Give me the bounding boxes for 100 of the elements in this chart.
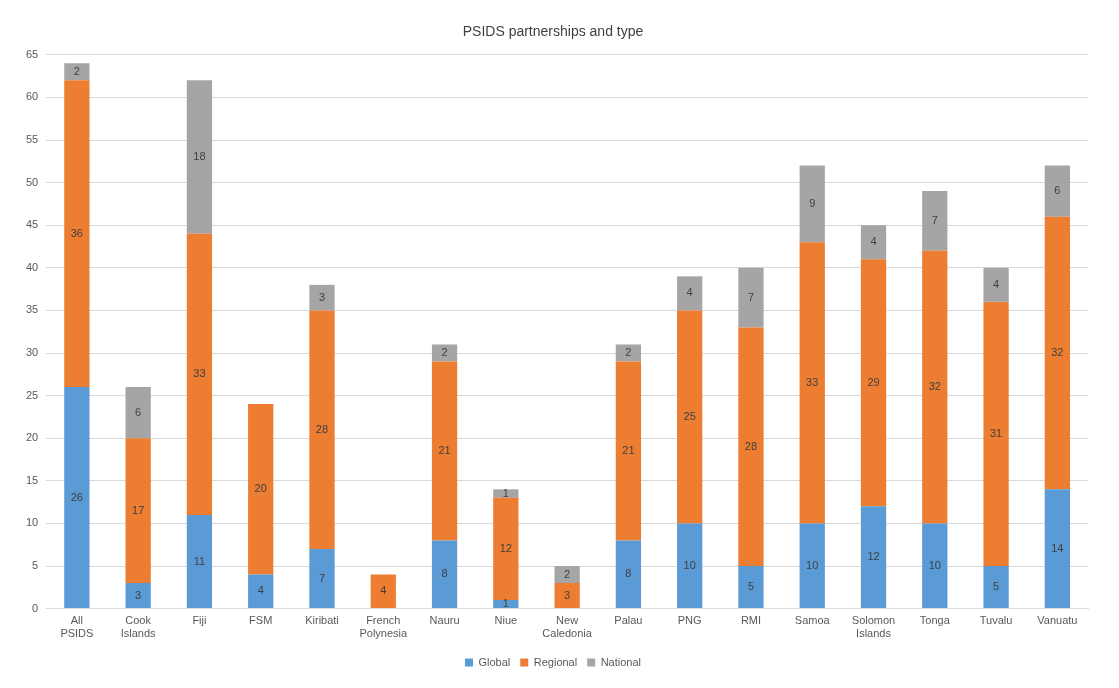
bar <box>64 80 90 388</box>
data-label: 12 <box>499 541 512 554</box>
bar <box>186 514 213 609</box>
data-label: 2 <box>73 64 80 77</box>
data-label: 33 <box>806 375 819 388</box>
bar <box>860 506 887 609</box>
legend-label: Global <box>478 655 511 668</box>
data-label: 29 <box>867 375 880 388</box>
x-tick-label: All PSIDS <box>60 614 94 640</box>
bar <box>677 276 703 311</box>
bar <box>1044 489 1070 609</box>
bar <box>922 250 948 524</box>
bar <box>431 344 458 362</box>
data-label: 17 <box>132 503 145 516</box>
bar <box>493 489 519 498</box>
bar <box>309 310 335 549</box>
data-label: 4 <box>870 235 877 248</box>
y-tick-label: 50 <box>25 175 39 188</box>
bar <box>799 165 825 243</box>
bar <box>677 523 703 609</box>
data-label: 6 <box>1054 184 1061 197</box>
bar <box>615 361 642 541</box>
bar <box>64 63 90 81</box>
y-tick-label: 60 <box>25 90 39 103</box>
bar <box>309 548 335 609</box>
y-tick-label: 15 <box>25 473 39 486</box>
data-label: 2 <box>441 346 448 359</box>
data-label: 26 <box>70 490 83 503</box>
bar <box>983 566 1009 609</box>
data-label: 7 <box>318 571 326 584</box>
y-tick-label: 55 <box>25 133 39 146</box>
legend-label: National <box>600 655 642 668</box>
data-label: 28 <box>315 422 329 435</box>
x-tick-label: Tuvalu <box>979 614 1013 627</box>
x-tick-label: Samoa <box>794 614 831 627</box>
data-label: 28 <box>744 439 758 452</box>
data-label: 21 <box>438 444 451 457</box>
y-tick-label: 30 <box>25 346 39 359</box>
bar <box>860 259 887 507</box>
data-label: 7 <box>931 213 938 226</box>
x-tick-label: PNG <box>677 614 702 627</box>
data-label: 1 <box>502 486 509 499</box>
y-tick-label: 45 <box>25 218 39 231</box>
bar <box>922 191 948 251</box>
y-tick-label: 35 <box>25 303 39 316</box>
legend-label: Regional <box>533 655 578 668</box>
bar <box>370 574 396 609</box>
x-tick-label: FSM <box>249 614 273 627</box>
data-label: 7 <box>747 290 755 303</box>
x-tick-label: French Polynesia <box>359 614 408 640</box>
data-label: 3 <box>318 290 326 303</box>
data-label: 5 <box>993 580 1000 593</box>
data-label: 32 <box>928 380 941 393</box>
x-tick-label: Cook Islands <box>120 614 157 640</box>
bar <box>677 310 703 524</box>
bar <box>1044 216 1070 490</box>
x-tick-label: Niue <box>494 614 518 627</box>
bar <box>860 225 887 260</box>
data-label: 18 <box>193 150 206 163</box>
x-tick-label: Vanuatu <box>1037 614 1078 627</box>
bar <box>738 327 764 566</box>
x-tick-label: Solomon Islands <box>851 614 896 640</box>
x-tick-label: Nauru <box>429 614 460 627</box>
data-label: 12 <box>867 550 880 563</box>
data-label: 4 <box>993 277 1000 290</box>
data-label: 33 <box>193 367 206 380</box>
bar <box>64 387 90 609</box>
data-label: 10 <box>806 558 819 571</box>
data-label: 9 <box>809 196 816 209</box>
y-tick-label: 20 <box>25 431 39 444</box>
bar <box>248 404 274 575</box>
data-label: 11 <box>193 554 206 567</box>
data-label: 2 <box>564 567 571 580</box>
data-label: 32 <box>1051 346 1064 359</box>
data-label: 21 <box>622 444 635 457</box>
bar <box>615 540 642 609</box>
x-tick-label: Palau <box>614 614 643 627</box>
data-label: 14 <box>1051 541 1064 554</box>
x-tick-label: RMI <box>740 614 762 627</box>
data-label: 25 <box>683 409 696 422</box>
bar <box>738 267 764 328</box>
data-label: 8 <box>441 567 448 580</box>
bar <box>125 583 151 609</box>
bar <box>983 301 1009 566</box>
data-label: 1 <box>502 597 509 610</box>
bar <box>309 284 335 311</box>
y-tick-label: 5 <box>32 559 39 572</box>
x-tick-label: New Caledonia <box>542 614 593 640</box>
data-label: 4 <box>380 584 387 597</box>
data-label: 6 <box>135 405 142 418</box>
bar <box>615 344 642 362</box>
x-tick-label: Fiji <box>192 614 207 627</box>
bar <box>922 523 948 609</box>
data-label: 3 <box>564 588 571 601</box>
bar <box>493 497 519 601</box>
data-label: 10 <box>683 558 696 571</box>
data-label: 10 <box>928 558 941 571</box>
bar <box>186 80 213 234</box>
x-tick-label: Tonga <box>919 614 951 627</box>
bar <box>799 523 825 609</box>
